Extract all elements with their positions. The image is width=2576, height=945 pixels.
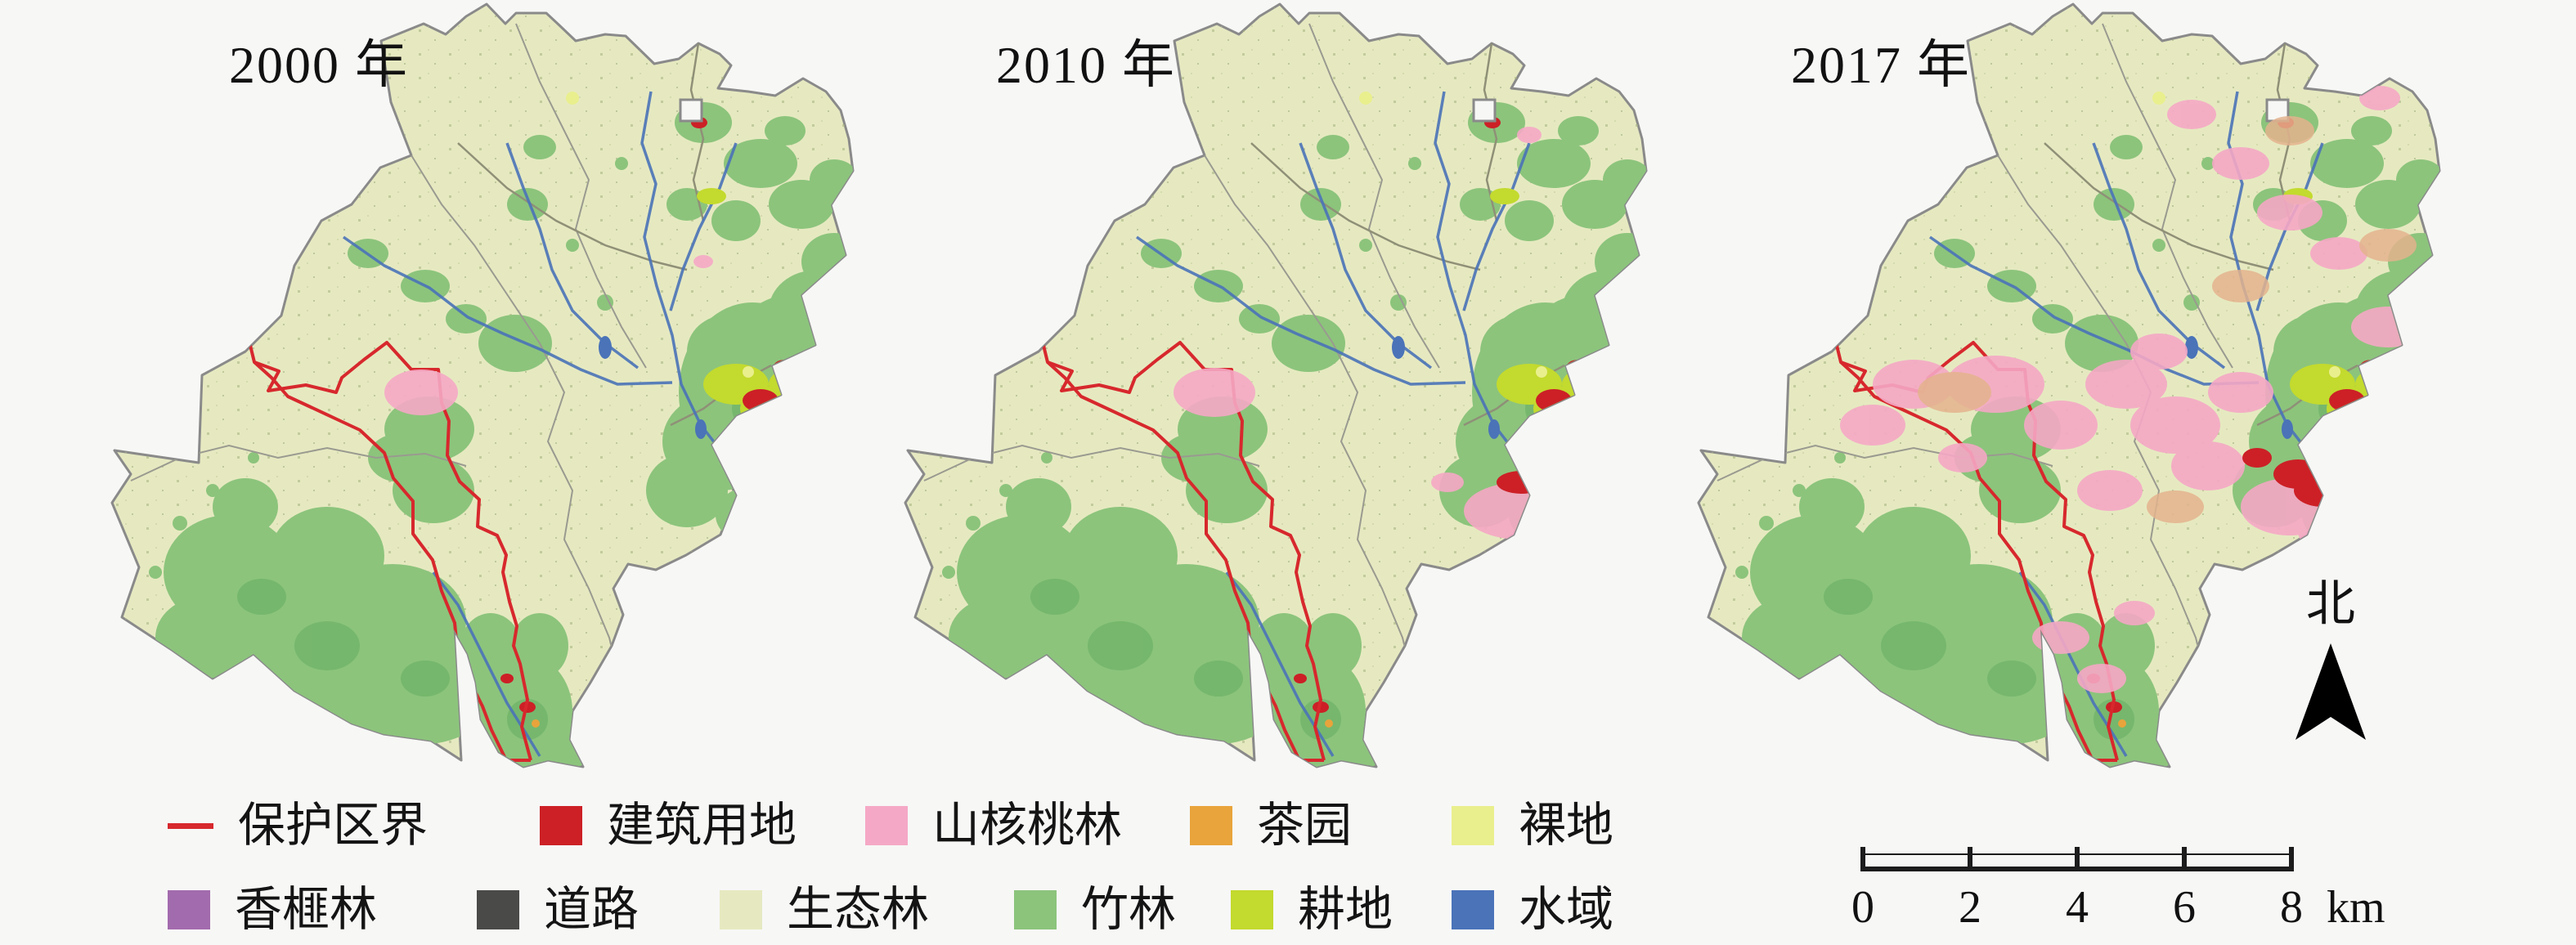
map-title-2010: 2010 年	[996, 36, 1176, 94]
scale-tick-label: 0	[1851, 882, 1874, 933]
legend-item-0-1: 建筑用地	[540, 797, 797, 854]
north-indicator: 北	[2290, 564, 2372, 747]
legend-label: 茶园	[1257, 799, 1353, 852]
legend-color-swatch	[1190, 806, 1232, 845]
legend-label: 生态林	[787, 883, 930, 936]
scale-tick	[2182, 847, 2187, 871]
scale-tick	[2289, 847, 2294, 871]
legend-item-0-0: 保护区界	[168, 797, 428, 854]
legend-label: 裸地	[1519, 799, 1614, 852]
legend-color-swatch	[865, 806, 908, 845]
legend-item-0-3: 茶园	[1190, 797, 1352, 854]
map-2017	[1668, 0, 2453, 777]
legend-color-swatch	[1452, 806, 1494, 845]
legend-item-1-0: 香榧林	[168, 881, 377, 938]
legend-label: 山核桃林	[932, 799, 1123, 852]
legend-color-swatch	[1452, 890, 1494, 929]
north-label: 北	[2306, 577, 2355, 631]
legend-item-1-3: 竹林	[1014, 881, 1176, 938]
scale-tick-label: 8	[2280, 882, 2303, 933]
legend-label: 香榧林	[235, 883, 378, 936]
scale-tick-label: 4	[2066, 882, 2089, 933]
legend-color-swatch	[540, 806, 582, 845]
legend-label: 保护区界	[238, 799, 429, 852]
cropland-extra-2017	[2383, 427, 2434, 522]
legend-label: 道路	[544, 883, 640, 936]
legend-item-1-4: 耕地	[1231, 881, 1393, 938]
salmon-patches-2017	[1918, 116, 2417, 523]
scale-tick	[2075, 847, 2080, 871]
scale-tick-label: 6	[2173, 882, 2196, 933]
legend-label: 耕地	[1298, 883, 1393, 936]
hickory-patches-2000	[384, 255, 713, 415]
legend-item-0-4: 裸地	[1452, 797, 1613, 854]
legend-label: 竹林	[1081, 883, 1177, 936]
legend-color-swatch	[1014, 890, 1057, 929]
map-2010	[875, 0, 1660, 777]
scale-bar: 0 2 4 6 8 km	[1844, 842, 2417, 945]
map-title-2000: 2000 年	[229, 36, 409, 94]
legend-label: 建筑用地	[607, 799, 797, 852]
scale-tick	[1860, 847, 1865, 871]
north-arrow-icon	[2296, 643, 2366, 740]
scale-unit: km	[2327, 882, 2385, 933]
scale-tick	[1968, 847, 1972, 871]
legend-line-swatch	[168, 822, 213, 829]
scale-tick-label: 2	[1959, 882, 1981, 933]
legend-item-0-2: 山核桃林	[865, 797, 1122, 854]
legend-item-1-1: 道路	[477, 881, 639, 938]
legend-color-swatch	[720, 890, 762, 929]
map-2000-overlay	[384, 255, 713, 415]
legend-label: 水域	[1519, 883, 1614, 936]
legend-item-1-5: 水域	[1452, 881, 1613, 938]
legend-color-swatch	[477, 890, 519, 929]
construction-extra-2010	[1497, 471, 1546, 494]
legend-item-1-2: 生态林	[720, 881, 929, 938]
legend-color-swatch	[1231, 890, 1273, 929]
legend-color-swatch	[168, 890, 210, 929]
map-2000	[82, 0, 867, 777]
map-title-2017: 2017 年	[1791, 36, 1971, 94]
